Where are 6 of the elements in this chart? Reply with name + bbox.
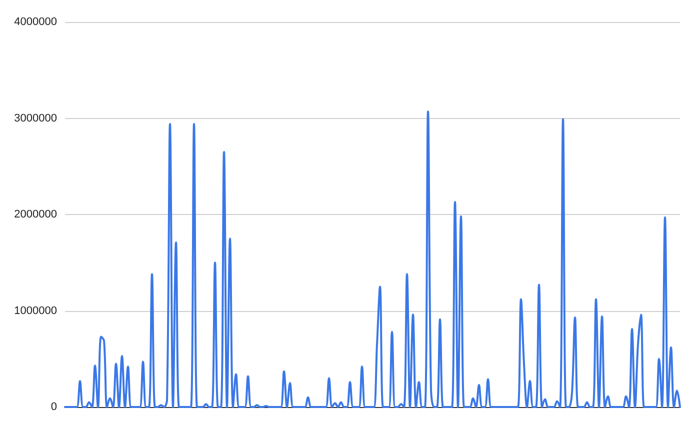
y-tick-label: 3000000 xyxy=(14,112,57,124)
line-series xyxy=(64,110,681,408)
y-tick-label: 0 xyxy=(50,401,57,413)
y-tick-label: 1000000 xyxy=(14,304,57,317)
y-tick-label: 4000000 xyxy=(14,16,57,28)
y-tick-label: 2000000 xyxy=(14,208,57,220)
